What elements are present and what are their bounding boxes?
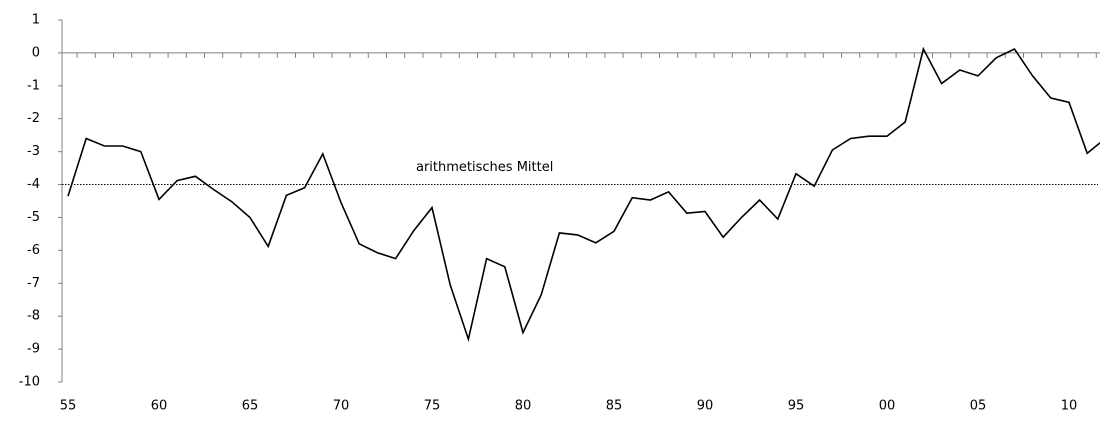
x-tick-label: 75 xyxy=(424,399,441,414)
mean-label: arithmetisches Mittel xyxy=(416,160,553,175)
data-line xyxy=(67,46,1100,343)
x-tick-label: 95 xyxy=(788,399,805,414)
y-tick-label: -4 xyxy=(27,177,40,192)
y-tick-label: -7 xyxy=(27,276,40,291)
x-tick-label: 65 xyxy=(242,399,259,414)
x-tick-label: 10 xyxy=(1061,399,1078,414)
y-tick-label: -9 xyxy=(27,342,40,357)
y-tick-label: -1 xyxy=(27,78,40,93)
x-tick-label: 70 xyxy=(333,399,350,414)
x-tick-label: 05 xyxy=(970,399,987,414)
y-tick-label: -5 xyxy=(27,210,40,225)
y-tick-label: -6 xyxy=(27,243,40,258)
x-tick-label: 60 xyxy=(151,399,168,414)
y-tick-label: -3 xyxy=(27,144,40,159)
y-tick-label: 1 xyxy=(32,13,40,28)
x-tick-label: 00 xyxy=(879,399,896,414)
y-tick-label: -2 xyxy=(27,111,40,126)
y-tick-label: -8 xyxy=(27,309,40,324)
y-tick-label: 0 xyxy=(32,45,40,60)
y-tick-label: -10 xyxy=(19,375,40,390)
x-tick-label: 80 xyxy=(515,399,532,414)
x-tick-label: 90 xyxy=(697,399,714,414)
x-tick-label: 85 xyxy=(606,399,623,414)
x-tick-label: 55 xyxy=(60,399,77,414)
